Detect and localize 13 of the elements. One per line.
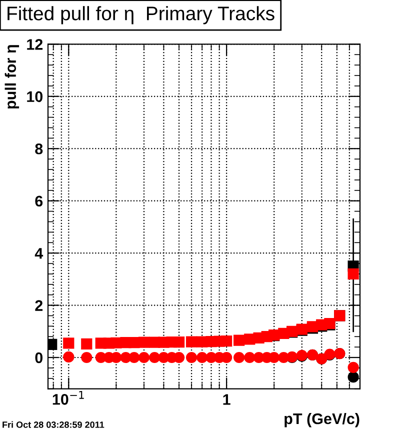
text: Fri Oct 28 03:28:59 2011 (2, 421, 104, 428)
y-tick-label: 6 (35, 196, 43, 207)
y-tick-label: 4 (34, 248, 44, 259)
chart-title: Fitted pull for η Primary Tracks (8, 6, 274, 24)
x-tick-label: 10$^{−1}$ (52, 391, 84, 405)
x-tick-label: 1 (223, 394, 230, 405)
y-tick-label: 10 (27, 91, 43, 102)
y-axis-title: pull for η (4, 45, 20, 108)
x-axis-title: pT (GeV/c) (284, 412, 360, 428)
y-tick-label: 0 (35, 352, 43, 364)
y-tick-label: 8 (35, 143, 43, 154)
y-tick-label: 2 (35, 300, 43, 311)
y-tick-label: 12 (27, 39, 43, 50)
